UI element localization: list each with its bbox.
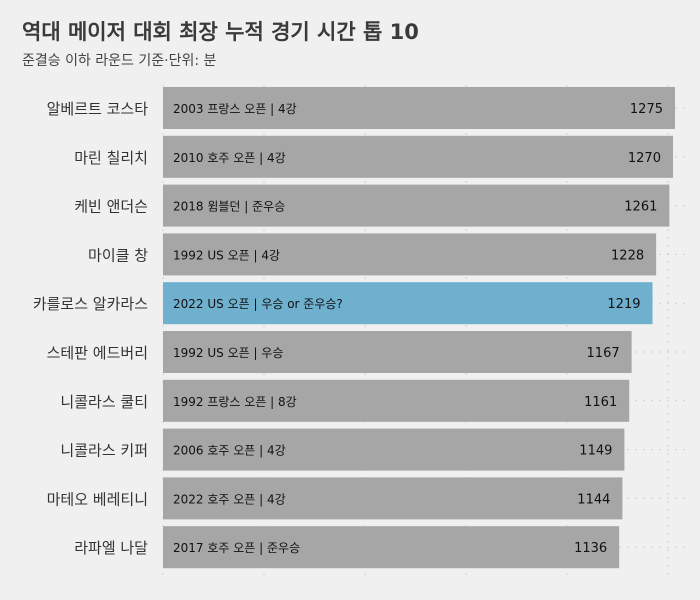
bar-7 bbox=[163, 379, 630, 422]
bar-value-5: 1219 bbox=[607, 297, 640, 312]
bar-note-1: 2003 프랑스 오픈 | 4강 bbox=[173, 102, 297, 116]
bar-note-2: 2010 호주 오픈 | 4강 bbox=[173, 151, 286, 165]
bar-note-6: 1992 US 오픈 | 우승 bbox=[173, 346, 283, 360]
chart-subtitle: 준결승 이하 라운드 기준·단위: 분 bbox=[22, 53, 217, 69]
category-label-7: 니콜라스 쿨티 bbox=[60, 393, 148, 411]
bar-note-10: 2017 호주 오픈 | 준우승 bbox=[173, 541, 300, 555]
bar-value-10: 1136 bbox=[574, 541, 607, 556]
category-label-9: 마테오 베레티니 bbox=[47, 490, 148, 508]
bar-9 bbox=[163, 477, 623, 520]
category-label-1: 알베르트 코스타 bbox=[47, 100, 149, 118]
bar-5 bbox=[163, 282, 653, 325]
bar-value-8: 1149 bbox=[579, 444, 612, 459]
bar-note-4: 1992 US 오픈 | 4강 bbox=[173, 248, 280, 262]
bar-note-5: 2022 US 오픈 | 우승 or 준우승? bbox=[173, 297, 343, 311]
bar-8 bbox=[163, 428, 625, 471]
bar-1 bbox=[163, 87, 675, 129]
chart-title: 역대 메이저 대회 최장 누적 경기 시간 톱 10 bbox=[22, 20, 419, 44]
category-label-5: 카를로스 알카라스 bbox=[33, 295, 148, 313]
bar-10 bbox=[163, 526, 620, 569]
bar-value-9: 1144 bbox=[577, 492, 610, 507]
bar-value-3: 1261 bbox=[624, 200, 657, 215]
bar-6 bbox=[163, 331, 632, 373]
bar-3 bbox=[163, 184, 670, 227]
bar-note-8: 2006 호주 오픈 | 4강 bbox=[173, 444, 286, 458]
bar-note-7: 1992 프랑스 오픈 | 8강 bbox=[173, 395, 297, 409]
bar-2 bbox=[163, 135, 673, 178]
bar-value-4: 1228 bbox=[611, 248, 644, 263]
category-label-3: 케빈 앤더슨 bbox=[74, 198, 148, 216]
bars: 2003 프랑스 오픈 | 4강 1275 2010 호주 오픈 | 4강 1270 2… bbox=[163, 87, 675, 569]
bar-value-2: 1270 bbox=[628, 151, 661, 166]
bar-value-6: 1167 bbox=[587, 346, 620, 361]
category-label-4: 마이클 창 bbox=[88, 246, 148, 264]
bar-note-9: 2022 호주 오픈 | 4강 bbox=[173, 492, 286, 506]
bar-4 bbox=[163, 233, 657, 276]
bar-value-1: 1275 bbox=[630, 102, 663, 117]
category-label-6: 스테판 에드버리 bbox=[47, 344, 148, 362]
category-label-10: 라파엘 나달 bbox=[74, 539, 148, 557]
category-label-8: 니콜라스 키퍼 bbox=[60, 442, 148, 460]
bar-value-7: 1161 bbox=[584, 395, 617, 410]
category-label-2: 마린 칠리치 bbox=[74, 149, 148, 167]
bar-note-3: 2018 윔블던 | 준우승 bbox=[173, 200, 285, 214]
